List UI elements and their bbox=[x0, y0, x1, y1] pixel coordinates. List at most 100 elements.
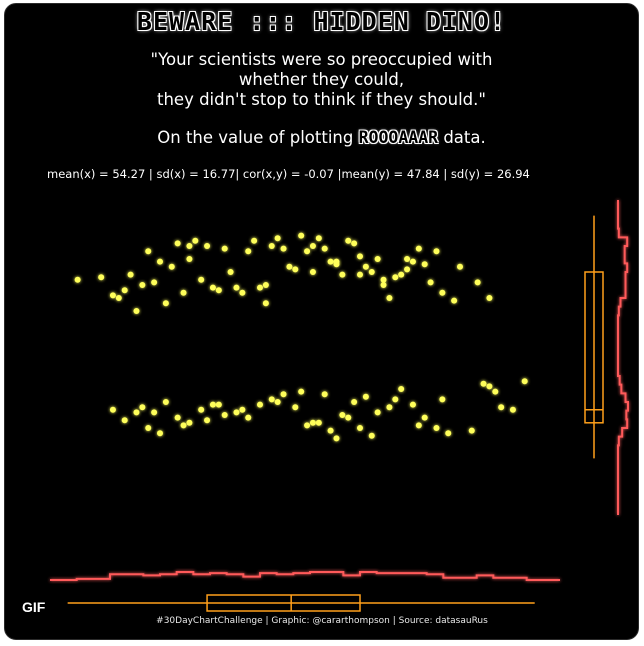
data-point bbox=[286, 263, 293, 270]
gif-badge[interactable]: GIF bbox=[22, 599, 46, 615]
data-point bbox=[292, 404, 299, 411]
data-point bbox=[298, 232, 305, 239]
subtitle-before: On the value of plotting bbox=[157, 128, 359, 147]
data-point bbox=[145, 248, 152, 255]
quote-line-3: they didn't stop to think if they should… bbox=[156, 90, 486, 109]
data-point bbox=[386, 295, 393, 301]
data-point bbox=[357, 425, 363, 431]
y-histogram bbox=[617, 200, 629, 515]
data-point bbox=[162, 300, 169, 307]
data-point bbox=[380, 276, 387, 283]
data-point bbox=[439, 396, 446, 403]
data-point bbox=[268, 243, 275, 249]
data-point bbox=[221, 245, 228, 252]
data-point bbox=[109, 406, 116, 413]
data-point bbox=[327, 427, 334, 434]
data-point bbox=[509, 406, 516, 413]
quote-line-2: whether they could, bbox=[238, 70, 405, 89]
data-point bbox=[309, 419, 316, 426]
data-point bbox=[292, 266, 299, 273]
data-point bbox=[151, 409, 158, 416]
data-point bbox=[115, 295, 122, 301]
chart-quote: "Your scientists were so preoccupied wit… bbox=[5, 50, 638, 110]
data-point bbox=[257, 401, 263, 408]
data-point bbox=[392, 274, 399, 281]
data-point bbox=[380, 282, 387, 288]
data-point bbox=[333, 258, 340, 265]
data-point bbox=[133, 409, 140, 416]
data-point bbox=[321, 391, 328, 398]
data-point bbox=[427, 279, 434, 286]
data-point bbox=[339, 271, 346, 278]
data-point bbox=[357, 271, 363, 278]
data-point bbox=[268, 396, 275, 403]
data-point bbox=[415, 422, 422, 429]
data-point bbox=[139, 404, 146, 411]
data-point bbox=[257, 284, 263, 291]
data-point bbox=[109, 292, 116, 299]
data-point bbox=[192, 237, 199, 244]
data-point bbox=[457, 263, 463, 270]
data-point bbox=[162, 399, 169, 405]
data-point bbox=[262, 282, 269, 288]
data-point bbox=[451, 297, 458, 304]
data-point bbox=[409, 258, 416, 265]
data-point bbox=[174, 414, 181, 421]
data-point bbox=[245, 414, 252, 421]
data-point bbox=[339, 412, 346, 418]
marginal-y bbox=[584, 200, 629, 515]
data-point bbox=[468, 427, 475, 434]
data-point bbox=[486, 383, 493, 390]
data-point bbox=[180, 422, 187, 429]
data-point bbox=[139, 282, 146, 288]
data-point bbox=[204, 243, 211, 249]
data-point bbox=[98, 274, 105, 281]
data-point bbox=[368, 269, 375, 275]
data-point bbox=[351, 399, 358, 405]
data-point bbox=[209, 401, 216, 408]
marginal-x bbox=[50, 571, 560, 612]
data-point bbox=[280, 245, 287, 252]
data-point bbox=[251, 237, 258, 244]
data-point bbox=[209, 284, 216, 291]
data-point bbox=[439, 289, 446, 296]
x-boxplot-box bbox=[206, 594, 361, 612]
data-point bbox=[398, 271, 405, 278]
data-point bbox=[315, 235, 322, 242]
data-point bbox=[492, 388, 499, 395]
data-point bbox=[174, 240, 181, 247]
data-point bbox=[245, 248, 252, 255]
subtitle-emphasis: ROOOAAAR bbox=[358, 128, 439, 147]
data-point bbox=[498, 404, 505, 411]
chart-caption: #30DayChartChallenge | Graphic: @cararth… bbox=[156, 616, 488, 626]
data-point bbox=[121, 287, 128, 294]
data-point bbox=[262, 300, 269, 307]
data-point bbox=[151, 279, 158, 286]
data-point bbox=[233, 409, 240, 416]
data-point bbox=[127, 271, 134, 278]
data-point bbox=[186, 419, 193, 426]
data-point bbox=[274, 399, 281, 405]
data-point bbox=[180, 289, 187, 296]
data-point bbox=[445, 430, 452, 437]
data-point bbox=[168, 263, 175, 270]
data-point bbox=[368, 432, 375, 439]
data-point bbox=[421, 261, 428, 268]
data-point bbox=[280, 391, 287, 398]
data-point bbox=[351, 240, 358, 247]
quote-line-1: "Your scientists were so preoccupied wit… bbox=[150, 50, 493, 69]
data-point bbox=[74, 276, 81, 283]
data-point bbox=[204, 417, 211, 424]
data-point bbox=[309, 269, 316, 275]
data-point bbox=[421, 414, 428, 421]
data-point bbox=[157, 430, 163, 437]
data-point bbox=[433, 248, 440, 255]
data-point bbox=[133, 308, 140, 314]
data-point bbox=[274, 235, 281, 242]
x-histogram bbox=[50, 571, 560, 581]
data-point bbox=[362, 263, 369, 270]
data-point bbox=[198, 406, 205, 413]
data-point bbox=[374, 256, 381, 262]
data-point bbox=[374, 409, 381, 416]
